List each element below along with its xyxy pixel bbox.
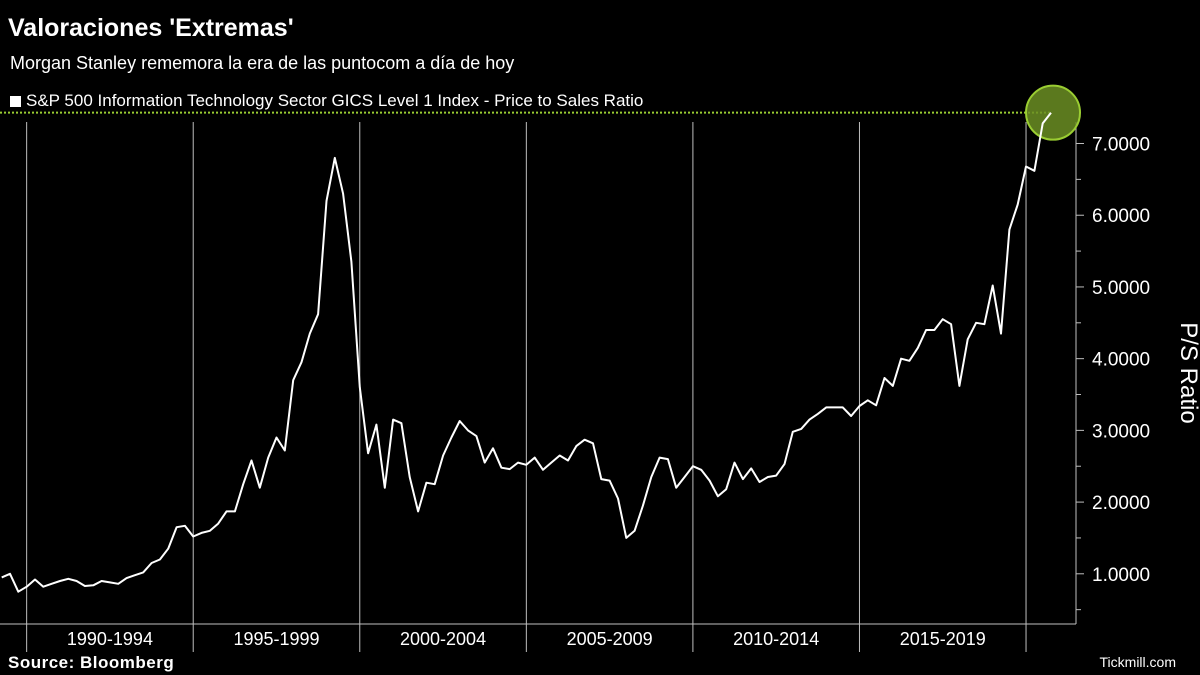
y-tick-label: 4.0000 [1092,350,1150,371]
chart-title: Valoraciones 'Extremas' [8,14,294,42]
legend-label: S&P 500 Information Technology Sector GI… [26,91,644,110]
x-tick-label: 2010-2014 [733,629,819,649]
legend: S&P 500 Information Technology Sector GI… [10,91,643,111]
y-tick-label: 3.0000 [1092,421,1150,442]
watermark: Tickmill.com [1099,654,1176,670]
y-axis-title: P/S Ratio [1175,322,1200,423]
x-tick-label: 2000-2004 [400,629,486,649]
series-line [1,112,1052,593]
legend-swatch [10,95,21,107]
source-note: Source: Bloomberg [8,653,175,672]
y-tick-label: 1.0000 [1092,565,1150,586]
x-tick-label: 1990-1994 [67,629,153,649]
x-tick-label: 2015-2019 [900,629,986,649]
x-tick-label: 2005-2009 [567,629,653,649]
y-tick-label: 6.0000 [1092,206,1150,227]
y-tick-label: 2.0000 [1092,493,1150,514]
highlight-circle [1025,84,1082,141]
chart-subtitle: Morgan Stanley rememora la era de las pu… [10,53,515,73]
x-tick-label: 1995-1999 [233,629,319,649]
y-tick-label: 5.0000 [1092,278,1150,299]
y-tick-label: 7.0000 [1092,135,1150,156]
